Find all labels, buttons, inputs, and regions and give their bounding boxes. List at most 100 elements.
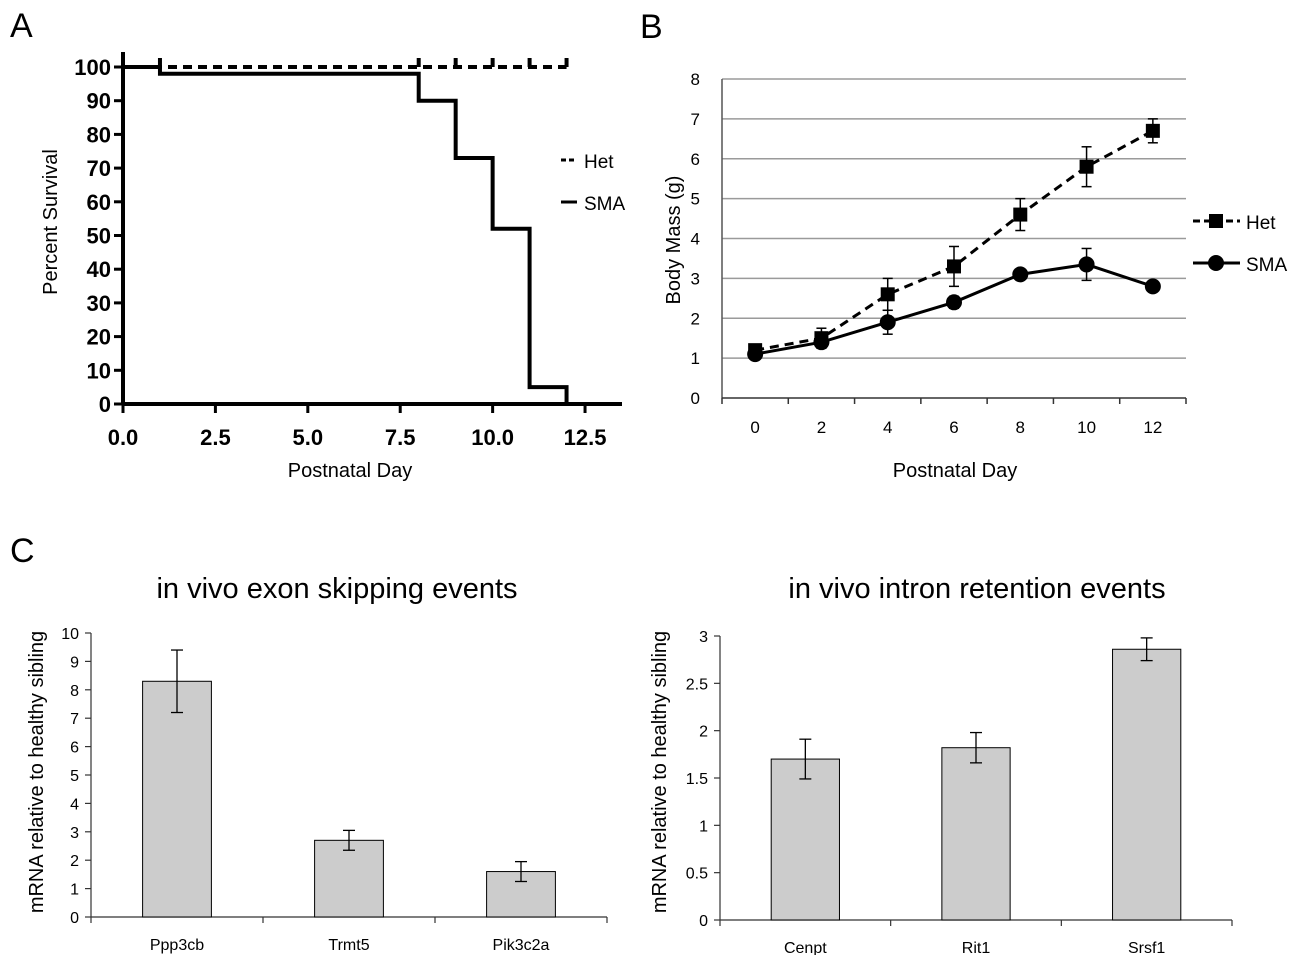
chart-b-xtick-label: 4 [883, 418, 892, 437]
chart-b-grid [722, 78, 1186, 359]
chart-b-legend-het: Het [1246, 213, 1276, 234]
chart-b-xtick-label: 0 [750, 418, 759, 437]
chart-a-xtick-label: 0.0 [108, 425, 139, 450]
chart-c1-bar [314, 839, 384, 918]
chart-a-ytick-label: 0 [99, 392, 111, 417]
chart-a-xtick-label: 10.0 [471, 425, 514, 450]
chart-c2-xtick-label: Rit1 [962, 940, 991, 955]
chart-c1-ytick-label: 5 [70, 768, 79, 785]
chart-b-ytick-label: 2 [691, 309, 700, 328]
chart-a-ytick-label: 50 [87, 224, 111, 249]
panel-label-c: C [10, 532, 35, 570]
chart-c1-exon-skipping: in vivo exon skipping events 0 1 2 3 4 5 6 7 8 9 1… [26, 573, 608, 954]
chart-c1-ytick-label: 9 [70, 654, 79, 671]
chart-b-xtick-label: 6 [949, 418, 958, 437]
chart-c2-xtick-label: Srsf1 [1128, 940, 1165, 955]
chart-b-sma-point [1012, 266, 1029, 283]
chart-c2-ytick-label: 1.5 [686, 771, 708, 788]
chart-b-sma-point [813, 334, 830, 351]
chart-c2-ytick-label: 0.5 [686, 866, 708, 883]
chart-c2-intron-retention: in vivo intron retention events 0 0.5 1 1.5… [649, 573, 1233, 955]
chart-b-sma-point [1078, 256, 1095, 273]
chart-c2-ytick-label: 3 [699, 629, 708, 646]
chart-a-legend-sma: SMA [584, 194, 626, 215]
chart-c1-xtick-label: Trmt5 [328, 937, 369, 954]
chart-b-het-point [1145, 123, 1160, 138]
chart-c2-bars [770, 637, 1182, 921]
chart-c2-ytick-label: 1 [699, 818, 708, 835]
chart-c2-ylabel: mRNA relative to healthy sibling [649, 631, 671, 913]
chart-b-ytick-label: 8 [691, 70, 700, 89]
chart-a-ytick-label: 30 [87, 291, 111, 316]
chart-b-sma-point [879, 314, 896, 331]
chart-b-sma-point [1144, 278, 1161, 295]
chart-c1-ytick-label: 10 [61, 626, 79, 643]
chart-b-ytick-label: 0 [691, 389, 700, 408]
chart-b-sma-point [747, 346, 764, 363]
chart-b-het-point [947, 259, 961, 274]
chart-a-axes [121, 52, 622, 406]
panel-label-b: B [640, 8, 663, 46]
chart-b-het-point [1013, 207, 1028, 222]
chart-c1-ytick-label: 3 [70, 825, 79, 842]
chart-a-xtick-label: 2.5 [200, 425, 231, 450]
chart-c1-ytick-label: 6 [70, 740, 79, 757]
chart-a-xlabel: Postnatal Day [288, 460, 413, 482]
chart-a-ylabel: Percent Survival [40, 149, 62, 295]
chart-c1-ytick-label: 0 [70, 910, 79, 927]
chart-c1-bars [142, 649, 556, 918]
chart-b-xtick-label: 8 [1016, 418, 1025, 437]
chart-c1-ytick-label: 8 [70, 683, 79, 700]
chart-b-legend-sma: SMA [1246, 255, 1288, 276]
chart-c2-ticks: 0 0.5 1 1.5 2 2.5 3 Cenpt Rit1 Srsf1 [686, 629, 1233, 955]
chart-a-series-sma-line [123, 65, 569, 404]
chart-c1-ytick-label: 2 [70, 853, 79, 870]
chart-b-ytick-label: 7 [691, 110, 700, 129]
chart-c1-ytick-label: 1 [70, 882, 79, 899]
chart-c2-bar [941, 747, 1011, 921]
chart-a-ytick-label: 40 [87, 257, 111, 282]
chart-a-legend: Het SMA [561, 152, 626, 215]
chart-b-ylabel: Body Mass (g) [663, 176, 685, 305]
chart-b-xlabel: Postnatal Day [893, 460, 1018, 482]
chart-a-ytick-label: 70 [87, 156, 111, 181]
chart-c2-title: in vivo intron retention events [788, 573, 1165, 605]
chart-a-xtick-label: 5.0 [293, 425, 324, 450]
chart-c2-ytick-label: 2 [699, 724, 708, 741]
chart-c1-title: in vivo exon skipping events [156, 573, 517, 605]
chart-b-xtick-label: 12 [1143, 418, 1162, 437]
chart-a-ytick-label: 80 [87, 122, 111, 147]
chart-a-ticks: 0 10 20 30 40 50 60 70 80 90 100 0.0 2.5 5.0 7.5 10.0 12… [74, 55, 606, 450]
chart-c1-ylabel: mRNA relative to healthy sibling [26, 631, 48, 913]
chart-c2-ytick-label: 2.5 [686, 676, 708, 693]
chart-c2-ytick-label: 0 [699, 913, 708, 930]
chart-c1-xtick-label: Ppp3cb [150, 937, 204, 954]
chart-b-het-point [1079, 159, 1094, 174]
chart-b-sma-point [946, 294, 962, 311]
chart-a-survival: 0 10 20 30 40 50 60 70 80 90 100 0.0 2.5 5.0 7.5 10.0 12… [40, 52, 626, 482]
chart-b-ytick-label: 5 [691, 190, 700, 209]
chart-b-xtick-label: 2 [817, 418, 826, 437]
chart-c1-xtick-label: Pik3c2a [493, 937, 550, 954]
chart-b-het-point [880, 287, 895, 302]
chart-a-xtick-label: 12.5 [564, 425, 607, 450]
chart-a-ytick-label: 10 [87, 358, 111, 383]
chart-a-ytick-label: 20 [87, 325, 111, 350]
chart-c2-bar [770, 758, 840, 921]
chart-a-xtick-label: 7.5 [385, 425, 416, 450]
chart-a-legend-het: Het [584, 152, 614, 173]
chart-a-ytick-label: 90 [87, 89, 111, 114]
chart-b-series [747, 118, 1161, 363]
chart-a-series [123, 58, 569, 404]
chart-b-ytick-label: 4 [691, 230, 700, 249]
chart-b-xtick-label: 10 [1077, 418, 1096, 437]
chart-c2-bar [1112, 648, 1182, 921]
chart-b-ytick-label: 1 [691, 349, 700, 368]
chart-c1-bar [142, 680, 212, 918]
panel-label-a: A [10, 7, 33, 45]
chart-a-ytick-label: 60 [87, 190, 111, 215]
chart-c2-xtick-label: Cenpt [784, 940, 827, 955]
